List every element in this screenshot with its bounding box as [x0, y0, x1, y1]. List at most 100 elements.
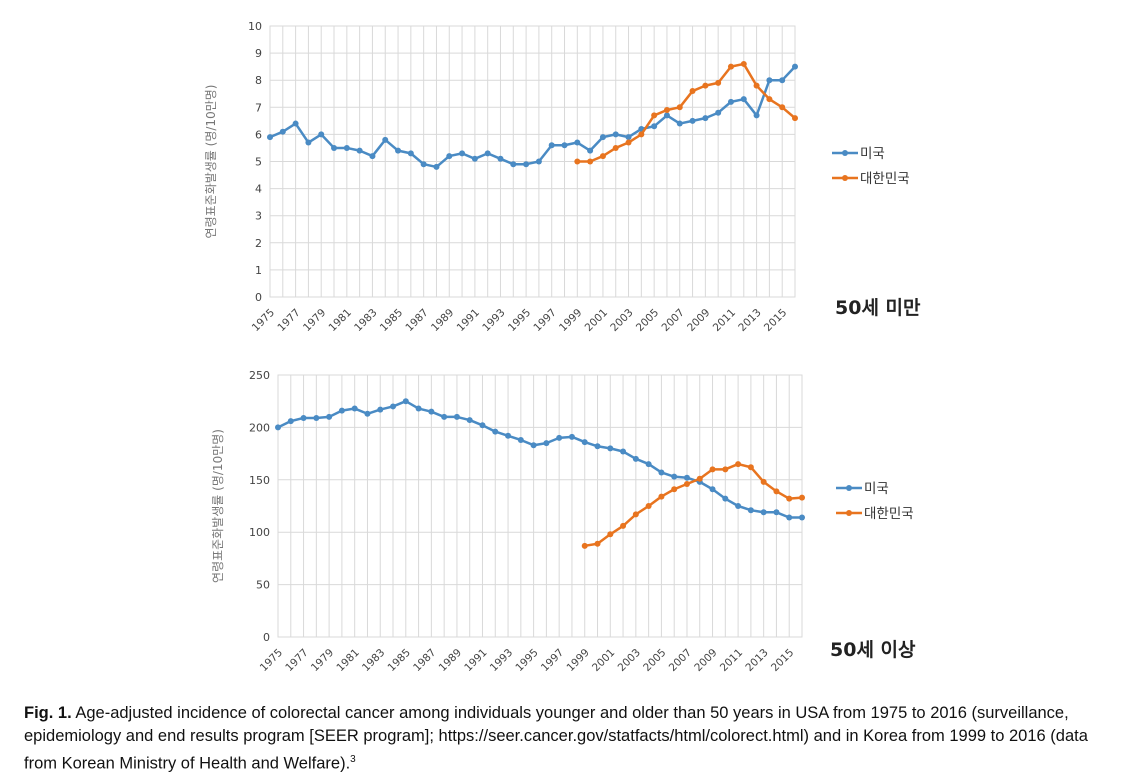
x-tick-label: 1999 [557, 307, 584, 334]
data-point-usa [287, 418, 294, 425]
data-point-usa [747, 507, 754, 514]
data-point-usa [390, 403, 397, 410]
y-tick-label: 250 [249, 369, 270, 382]
data-point-usa [556, 434, 563, 441]
data-point-usa [632, 455, 639, 462]
data-point-usa [709, 486, 716, 493]
x-tick-label: 1989 [429, 307, 456, 334]
data-point-korea [753, 82, 760, 89]
data-point-usa [331, 144, 338, 151]
data-point-usa [471, 155, 478, 162]
data-point-usa [568, 433, 575, 440]
data-point-usa [441, 413, 448, 420]
x-tick-label: 2013 [743, 647, 770, 674]
y-tick-label: 9 [255, 47, 262, 60]
x-tick-label: 2013 [736, 307, 763, 334]
data-point-usa [453, 413, 460, 420]
data-point-usa [760, 509, 767, 516]
data-point-korea [658, 493, 665, 500]
data-point-usa [523, 161, 530, 168]
data-point-usa [492, 428, 499, 435]
data-point-korea [792, 115, 798, 122]
panel-title: 50세 미만 [835, 297, 921, 319]
data-point-korea [747, 464, 754, 471]
data-point-usa [402, 398, 409, 405]
data-point-korea [612, 144, 619, 151]
data-point-usa [658, 469, 665, 476]
x-tick-label: 1979 [309, 647, 336, 674]
x-tick-label: 2011 [718, 647, 745, 674]
data-point-usa [607, 445, 614, 452]
x-tick-label: 1987 [411, 647, 438, 674]
data-point-usa [587, 147, 594, 154]
x-tick-label: 1977 [275, 307, 302, 334]
data-point-usa [497, 155, 504, 162]
data-point-usa [530, 442, 537, 449]
x-tick-label: 2015 [769, 647, 796, 674]
data-point-korea [671, 486, 678, 493]
y-tick-label: 6 [255, 128, 262, 141]
x-tick-label: 2005 [634, 307, 661, 334]
x-tick-label: 1997 [531, 307, 558, 334]
data-point-usa [382, 136, 389, 143]
data-point-usa [722, 495, 729, 502]
plot-area [277, 374, 803, 638]
data-point-usa [663, 112, 670, 119]
data-point-korea [786, 495, 793, 502]
data-point-usa [753, 112, 760, 119]
data-point-korea [574, 158, 581, 165]
y-tick-label: 200 [249, 421, 270, 434]
x-tick-label: 2007 [659, 307, 686, 334]
x-tick-label: 1991 [455, 307, 482, 334]
data-point-korea [607, 531, 614, 538]
data-point-korea [760, 478, 767, 485]
x-tick-label: 2009 [685, 307, 712, 334]
x-tick-label: 2001 [590, 647, 617, 674]
y-tick-label: 0 [255, 291, 262, 304]
data-point-korea [722, 466, 729, 473]
data-point-usa [702, 115, 709, 122]
panel-title: 50세 이상 [830, 639, 916, 661]
data-point-usa [459, 150, 466, 157]
caption-reference: 3 [350, 754, 356, 765]
data-point-korea [799, 494, 805, 501]
data-point-usa [407, 150, 414, 157]
data-point-usa [561, 142, 568, 149]
data-point-usa [479, 422, 486, 429]
data-point-usa [395, 147, 402, 154]
data-point-usa [300, 414, 307, 421]
x-tick-label: 1983 [352, 307, 379, 334]
x-tick-label: 2011 [711, 307, 738, 334]
data-point-korea [740, 60, 747, 67]
data-point-usa [351, 405, 358, 412]
x-tick-label: 2003 [608, 307, 635, 334]
data-point-usa [773, 509, 780, 516]
data-point-korea [625, 139, 632, 146]
series-line-korea [584, 462, 803, 548]
x-tick-label: 2015 [762, 307, 789, 334]
x-tick-label: 1981 [327, 307, 354, 334]
data-point-usa [766, 77, 773, 84]
x-tick-label: 2005 [641, 647, 668, 674]
data-point-korea [696, 475, 703, 482]
data-point-usa [326, 413, 333, 420]
data-point-usa [466, 417, 473, 424]
x-tick-label: 1997 [539, 647, 566, 674]
data-point-korea [620, 522, 627, 529]
data-point-usa [581, 439, 588, 446]
data-point-usa [645, 461, 652, 468]
data-point-usa [420, 161, 427, 168]
y-tick-label: 10 [248, 20, 262, 33]
data-point-usa [599, 134, 606, 141]
legend-marker [846, 510, 852, 516]
chart-under-50: 0 1 2 3 4 5 6 7 8 9 10 1975197719791981198319851987… [204, 20, 921, 334]
legend-marker [842, 175, 848, 181]
data-point-usa [683, 474, 690, 481]
data-point-usa [715, 109, 722, 116]
data-point-korea [581, 542, 588, 549]
data-point-korea [645, 503, 652, 509]
data-point-usa [415, 405, 422, 412]
x-tick-label: 1983 [360, 647, 387, 674]
data-point-usa [574, 139, 581, 146]
data-point-korea [689, 88, 696, 95]
